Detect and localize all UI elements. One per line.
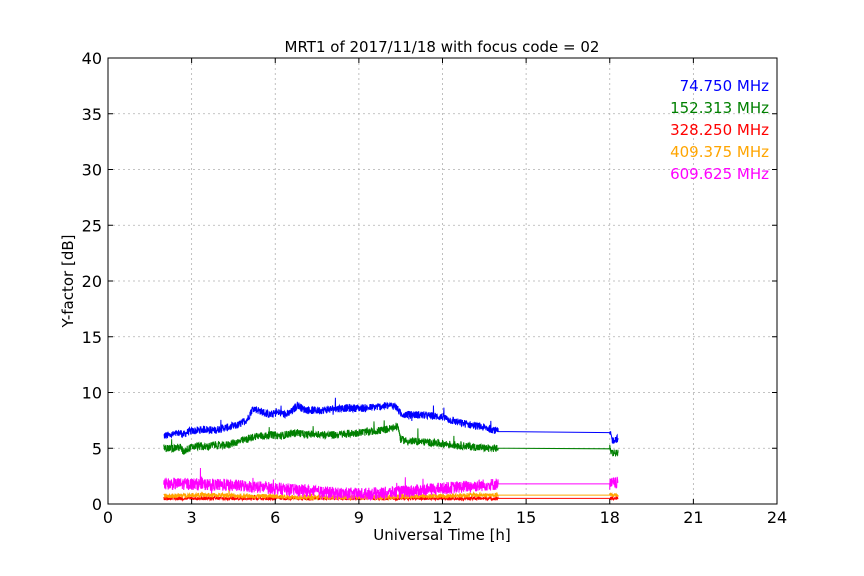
y-tick-label: 25 (82, 216, 102, 235)
y-tick-label: 10 (82, 384, 102, 403)
chart-title: MRT1 of 2017/11/18 with focus code = 02 (285, 38, 600, 56)
y-tick-label: 35 (82, 105, 102, 124)
legend-entry-1: 152.313 MHz (670, 99, 769, 117)
x-tick-label: 15 (516, 508, 536, 527)
x-tick-label: 3 (187, 508, 197, 527)
x-tick-label: 24 (767, 508, 787, 527)
series-line-2 (163, 493, 619, 502)
series-line-0 (163, 397, 619, 444)
legend-entry-3: 409.375 MHz (670, 143, 769, 161)
legend-entry-2: 328.250 MHz (670, 121, 769, 139)
y-tick-label: 15 (82, 328, 102, 347)
series-line-4 (163, 468, 619, 502)
x-axis-label: Universal Time [h] (373, 526, 511, 544)
y-tick-label: 5 (92, 439, 102, 458)
series-layer (163, 397, 619, 502)
x-tick-label: 12 (432, 508, 452, 527)
legend: 74.750 MHz 152.313 MHz 328.250 MHz 409.375 … (670, 77, 769, 183)
y-tick-label: 20 (82, 272, 102, 291)
x-tick-label: 18 (600, 508, 620, 527)
y-tick-label: 40 (82, 49, 102, 68)
y-axis-label: Y-factor [dB] (59, 234, 77, 328)
x-tick-label: 21 (683, 508, 703, 527)
series-line-1 (163, 420, 619, 457)
y-tick-label: 30 (82, 161, 102, 180)
x-tick-label: 9 (354, 508, 364, 527)
x-tick-label: 6 (270, 508, 280, 527)
legend-entry-0: 74.750 MHz (680, 77, 769, 95)
ticks: 0 3 6 9 12 15 18 21 24 0 5 10 15 20 25 30 35 40 (82, 49, 788, 527)
x-tick-label: 0 (103, 508, 113, 527)
legend-entry-4: 609.625 MHz (670, 165, 769, 183)
y-tick-label: 0 (92, 495, 102, 514)
